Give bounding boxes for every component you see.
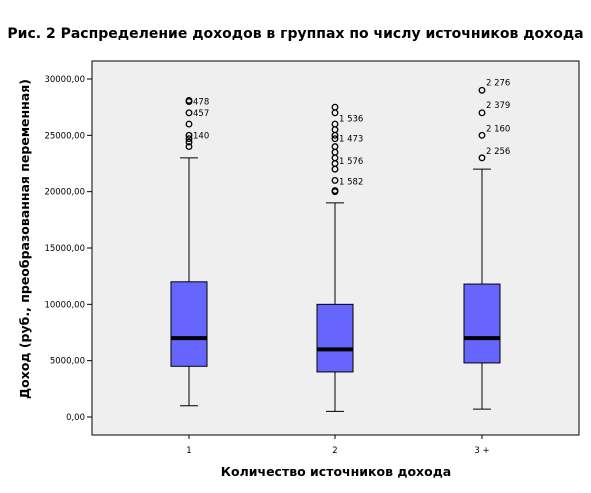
outlier-point [478,109,486,117]
iqr-box [463,283,501,364]
y-tick-label: 0,00 [66,413,85,423]
outlier-point [478,154,486,162]
outlier-point [331,120,339,128]
outlier-point [185,143,193,151]
outlier-label: 1 473 [339,135,363,145]
x-tick-label: 2 [332,446,337,456]
outlier-point [331,176,339,184]
outlier-point [478,131,486,139]
outlier-label: 140 [193,131,209,141]
y-tick-label: 25000,00 [44,131,85,141]
outlier-label: 2 160 [486,125,510,135]
outlier-label: 2 276 [486,78,510,88]
y-tick-label: 30000,00 [44,75,85,85]
outlier-label: 1 582 [339,178,363,188]
y-axis-title: Доход (руб., преобразованная переменная) [17,79,32,399]
outlier-label: 1 576 [339,157,363,167]
outlier-point [185,96,193,104]
outlier-label: 457 [193,109,209,119]
x-axis-ticks: 1 2 3 + [186,435,490,456]
x-tick-label: 3 + [474,446,489,456]
outlier-point [331,135,339,143]
outlier-point [331,187,339,194]
x-axis-title: Количество источников дохода [221,464,451,479]
y-axis-ticks: 0,00 5000,00 10000,00 15000,00 20000,00 25000… [44,75,92,423]
outlier-point [478,86,486,94]
outlier-point [331,103,339,111]
outlier-point [185,131,193,139]
x-tick-label: 1 [186,446,191,456]
outlier-point [185,138,193,146]
box-group: 1 536 1 473 1 576 1 582 [316,103,363,412]
y-tick-label: 15000,00 [44,244,85,254]
outlier-point [185,120,193,128]
outlier-label: 478 [193,98,209,108]
chart-title: Рис. 2 Распределение доходов в группах п… [7,26,584,42]
y-tick-label: 20000,00 [44,188,85,198]
iqr-box [170,281,208,367]
outlier-label: 2 256 [486,147,510,157]
iqr-box [316,303,354,373]
outlier-label: 2 379 [486,101,510,111]
outlier-point [331,143,339,151]
box-group: 2 276 2 379 2 160 2 256 [463,78,510,410]
y-tick-label: 10000,00 [44,300,85,310]
outlier-label: 1 536 [339,114,363,124]
y-tick-label: 5000,00 [50,357,85,367]
outlier-point [185,109,193,117]
outlier-point [185,135,193,143]
